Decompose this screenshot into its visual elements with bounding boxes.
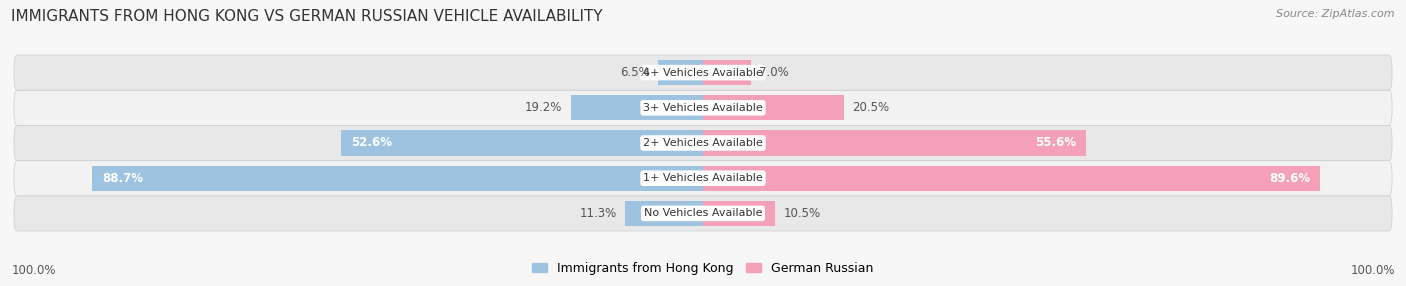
Text: 100.0%: 100.0% [1350,265,1395,277]
Text: 100.0%: 100.0% [11,265,56,277]
Text: 2+ Vehicles Available: 2+ Vehicles Available [643,138,763,148]
Text: 19.2%: 19.2% [524,101,562,114]
Text: 89.6%: 89.6% [1268,172,1310,185]
FancyBboxPatch shape [14,125,1392,161]
Text: 20.5%: 20.5% [852,101,890,114]
Text: 3+ Vehicles Available: 3+ Vehicles Available [643,103,763,113]
Text: 6.5%: 6.5% [620,66,650,79]
FancyBboxPatch shape [14,55,1392,90]
Text: Source: ZipAtlas.com: Source: ZipAtlas.com [1277,9,1395,19]
FancyBboxPatch shape [14,90,1392,125]
Bar [703,201,775,226]
Text: IMMIGRANTS FROM HONG KONG VS GERMAN RUSSIAN VEHICLE AVAILABILITY: IMMIGRANTS FROM HONG KONG VS GERMAN RUSS… [11,9,603,23]
Bar [703,166,1320,191]
Bar [91,166,703,191]
Legend: Immigrants from Hong Kong, German Russian: Immigrants from Hong Kong, German Russia… [527,257,879,280]
Bar [340,130,703,156]
FancyBboxPatch shape [14,161,1392,196]
FancyBboxPatch shape [14,196,1392,231]
Text: 52.6%: 52.6% [352,136,392,150]
Bar [626,201,703,226]
Bar [703,130,1085,156]
Text: 88.7%: 88.7% [103,172,143,185]
Bar [703,60,751,85]
Text: 4+ Vehicles Available: 4+ Vehicles Available [643,67,763,78]
Bar [571,95,703,120]
Text: No Vehicles Available: No Vehicles Available [644,208,762,219]
Bar [703,95,844,120]
Text: 7.0%: 7.0% [759,66,789,79]
Text: 1+ Vehicles Available: 1+ Vehicles Available [643,173,763,183]
Text: 10.5%: 10.5% [783,207,821,220]
Bar [658,60,703,85]
Text: 11.3%: 11.3% [579,207,617,220]
Text: 55.6%: 55.6% [1035,136,1076,150]
